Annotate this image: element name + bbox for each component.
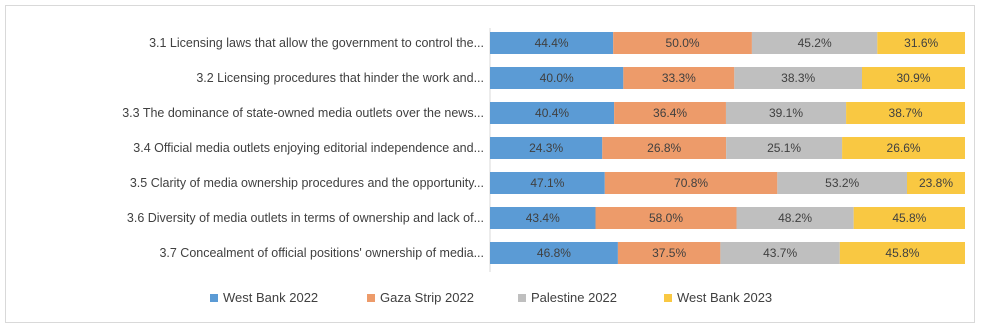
- bar-segment: [736, 207, 854, 229]
- bar-segment: [613, 32, 752, 54]
- bar-segment: [604, 172, 778, 194]
- data-label: 46.8%: [537, 246, 571, 260]
- category-label: 3.5 Clarity of media ownership procedure…: [130, 176, 484, 190]
- data-label: 33.3%: [662, 71, 696, 85]
- legend-label: West Bank 2023: [677, 290, 772, 305]
- bar-segment: [490, 32, 614, 54]
- data-label: 26.8%: [647, 141, 681, 155]
- data-label: 36.4%: [653, 106, 687, 120]
- category-label: 3.3 The dominance of state-owned media o…: [122, 106, 484, 120]
- plot-area: 3.1 Licensing laws that allow the govern…: [122, 28, 965, 272]
- bar-segment: [490, 207, 596, 229]
- data-label: 38.3%: [781, 71, 815, 85]
- legend-label: West Bank 2022: [223, 290, 318, 305]
- data-label: 38.7%: [889, 106, 923, 120]
- category-label: 3.6 Diversity of media outlets in terms …: [127, 211, 484, 225]
- bar-segment: [853, 207, 965, 229]
- data-label: 43.7%: [763, 246, 797, 260]
- data-label: 44.4%: [535, 36, 569, 50]
- data-label: 53.2%: [825, 176, 859, 190]
- legend-swatch: [210, 294, 218, 302]
- bar-segment: [725, 102, 847, 124]
- legend-swatch: [518, 294, 526, 302]
- bar-segment: [726, 137, 843, 159]
- legend-swatch: [367, 294, 375, 302]
- data-label: 50.0%: [666, 36, 700, 50]
- legend-swatch: [664, 294, 672, 302]
- bar-segment: [490, 102, 615, 124]
- data-label: 37.5%: [652, 246, 686, 260]
- bar-segment: [623, 67, 735, 89]
- category-label: 3.4 Official media outlets enjoying edit…: [133, 141, 484, 155]
- legend-label: Gaza Strip 2022: [380, 290, 474, 305]
- bar-segment: [614, 102, 726, 124]
- data-label: 45.8%: [892, 211, 926, 225]
- data-label: 39.1%: [769, 106, 803, 120]
- bar-segment: [602, 137, 727, 159]
- data-label: 25.1%: [767, 141, 801, 155]
- data-label: 24.3%: [529, 141, 563, 155]
- bar-segment: [490, 172, 605, 194]
- data-label: 48.2%: [778, 211, 812, 225]
- data-label: 26.6%: [887, 141, 921, 155]
- data-label: 40.0%: [540, 71, 574, 85]
- data-label: 45.2%: [798, 36, 832, 50]
- legend: West Bank 2022 Gaza Strip 2022 Palestine 2…: [210, 290, 772, 305]
- legend-label: Palestine 2022: [531, 290, 617, 305]
- bar-segment: [906, 172, 965, 194]
- bar-segment: [617, 242, 721, 264]
- data-label: 47.1%: [530, 176, 564, 190]
- data-label: 30.9%: [896, 71, 930, 85]
- bar-segment: [862, 67, 965, 89]
- data-label: 70.8%: [674, 176, 708, 190]
- category-label: 3.2 Licensing procedures that hinder the…: [196, 71, 484, 85]
- category-label: 3.1 Licensing laws that allow the govern…: [149, 36, 484, 50]
- bar-segment: [777, 172, 907, 194]
- data-label: 43.4%: [526, 211, 560, 225]
- bar-segment: [490, 137, 603, 159]
- bar-segment: [595, 207, 737, 229]
- bar-segment: [877, 32, 965, 54]
- bar-segment: [734, 67, 862, 89]
- data-label: 45.8%: [885, 246, 919, 260]
- bar-segment: [846, 102, 965, 124]
- bar-segment: [839, 242, 965, 264]
- data-label: 40.4%: [535, 106, 569, 120]
- bar-segment: [490, 67, 624, 89]
- bar-segment: [720, 242, 840, 264]
- bar-segment: [751, 32, 878, 54]
- data-label: 23.8%: [919, 176, 953, 190]
- data-label: 58.0%: [649, 211, 683, 225]
- data-label: 31.6%: [904, 36, 938, 50]
- bar-segment: [490, 242, 618, 264]
- bar-segment: [842, 137, 965, 159]
- category-label: 3.7 Concealment of official positions' o…: [159, 246, 484, 260]
